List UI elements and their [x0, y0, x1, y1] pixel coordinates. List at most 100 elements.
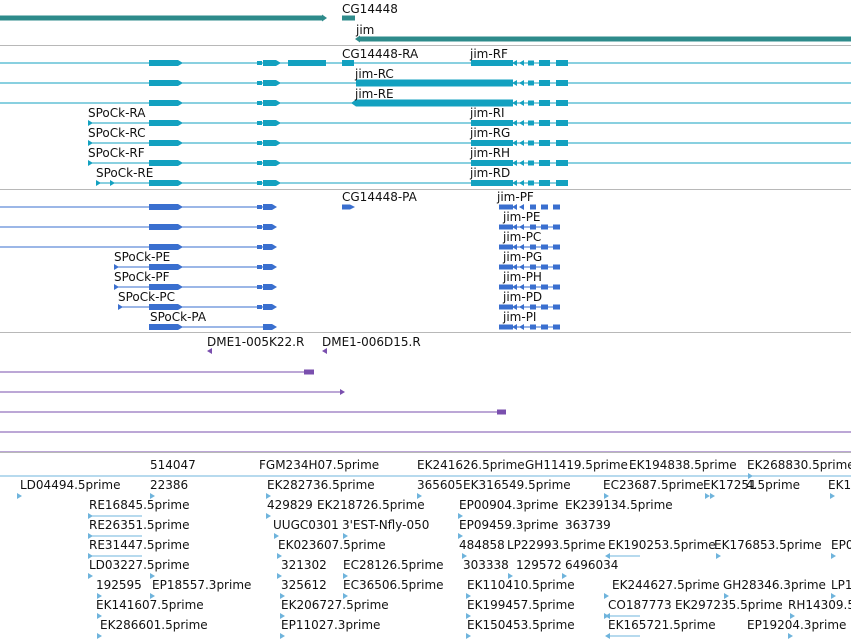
transcript-label[interactable]: jim-RC [355, 67, 394, 81]
est-label[interactable]: EK194838.5prime [629, 458, 737, 472]
est-label[interactable]: RE31447.5prime [89, 538, 190, 552]
protein-label[interactable]: jim-PD [503, 290, 543, 304]
probe-label[interactable]: DME1-006D15.R [322, 335, 421, 349]
est-label[interactable]: GH11419.5prime [525, 458, 628, 472]
strand-arrow [178, 304, 183, 310]
strand-arrow [272, 244, 277, 250]
est-label[interactable]: RE16845.5prime [89, 498, 190, 512]
est-label[interactable]: GH28346.3prime [723, 578, 826, 592]
strand-arrow [178, 264, 183, 270]
est-label[interactable]: EP09459.3prime [459, 518, 559, 532]
est-label[interactable]: RE26351.5prime [89, 518, 190, 532]
transcript-label[interactable]: jim-RG [470, 126, 511, 140]
est-label[interactable]: EK239134.5prime [565, 498, 673, 512]
est-label[interactable]: 129572 [516, 558, 562, 572]
est-label[interactable]: EK176853.5prime [714, 538, 822, 552]
protein-label[interactable]: jim-PI [503, 310, 537, 324]
transcript-label[interactable]: SPoCk-RA [88, 106, 146, 120]
est-label[interactable]: EP19204.3prime [747, 618, 847, 632]
transcript-label[interactable]: SPoCk-RE [96, 166, 154, 180]
protein-label[interactable]: jim-PE [503, 210, 541, 224]
est-label[interactable]: 303338 [463, 558, 509, 572]
est-label[interactable]: 192595 [96, 578, 142, 592]
est-label[interactable]: EK023607.5prime [278, 538, 386, 552]
est-label[interactable]: EC36506.5prime [343, 578, 444, 592]
gene-label-jim[interactable]: jim [356, 23, 375, 37]
est-label[interactable]: EK244627.5prime [612, 578, 720, 592]
est-label[interactable]: 429829 [267, 498, 313, 512]
est-label[interactable]: 484858 [459, 538, 505, 552]
transcript-label[interactable]: jim-RD [470, 166, 511, 180]
exon-block [553, 304, 560, 310]
est-label[interactable]: EK286601.5prime [100, 618, 208, 632]
est-label[interactable]: EC23687.5prime [603, 478, 704, 492]
gene-label-cg14448[interactable]: CG14448 [342, 2, 398, 16]
est-label[interactable]: EK241626.5prime [417, 458, 525, 472]
protein-label[interactable]: CG14448-PA [342, 190, 417, 204]
est-label[interactable]: 22386 [150, 478, 189, 492]
transcript-label[interactable]: jim-RH [470, 146, 511, 160]
probe-arrow [340, 389, 345, 395]
strand-arrow [276, 120, 281, 126]
exon-block [257, 81, 262, 85]
strand-arrow [272, 264, 277, 270]
exon-block [149, 224, 178, 230]
est-label[interactable]: EK150453.5prime [467, 618, 575, 632]
est-label[interactable]: EK199457.5prime [467, 598, 575, 612]
est-label[interactable]: RH14309.5 [788, 598, 851, 612]
transcript-label[interactable]: CG14448-RA [342, 47, 419, 61]
est-label[interactable]: LP22993.5prime [507, 538, 606, 552]
protein-label[interactable]: SPoCk-PF [114, 270, 170, 284]
est-label[interactable]: EC28126.5prime [343, 558, 444, 572]
protein-label[interactable]: jim-PH [503, 270, 542, 284]
probe-arrow [207, 348, 212, 354]
est-label[interactable]: 3'EST-Nfly-050 [342, 518, 430, 532]
est-label[interactable]: EP0 [831, 538, 851, 552]
est-label[interactable]: EP00904.3prime [459, 498, 559, 512]
transcript-label[interactable]: jim-RI [470, 106, 505, 120]
transcript-label[interactable]: jim-RE [355, 87, 394, 101]
protein-label[interactable]: SPoCk-PE [114, 250, 171, 264]
est-label[interactable]: LD04494.5prime [20, 478, 121, 492]
strand-arrow [88, 140, 93, 146]
est-label[interactable]: CO187773 [608, 598, 672, 612]
est-label[interactable]: 6496034 [565, 558, 619, 572]
est-arrow [604, 613, 609, 619]
est-label[interactable]: EK165721.5prime [608, 618, 716, 632]
protein-label[interactable]: SPoCk-PA [150, 310, 207, 324]
est-label[interactable]: 325612 [281, 578, 327, 592]
est-label[interactable]: EK190253.5prime [608, 538, 716, 552]
est-label[interactable]: EP18557.3prime [152, 578, 252, 592]
transcript-label[interactable]: SPoCk-RF [88, 146, 145, 160]
est-label[interactable]: LP1 [831, 578, 851, 592]
probe-label[interactable]: DME1-005K22.R [207, 335, 305, 349]
probe-block [304, 369, 314, 375]
est-label[interactable]: 321302 [281, 558, 327, 572]
est-label[interactable]: EK141607.5prime [96, 598, 204, 612]
est-label[interactable]: LD03227.5prime [89, 558, 190, 572]
est-label[interactable]: 514047 [150, 458, 196, 472]
transcript-label[interactable]: SPoCk-RC [88, 126, 146, 140]
protein-label[interactable]: jim-PF [497, 190, 534, 204]
est-label[interactable]: UUGC0301 [273, 518, 339, 532]
transcript-label[interactable]: jim-RF [470, 47, 508, 61]
protein-label[interactable]: jim-PG [503, 250, 543, 264]
est-label[interactable]: EK1 [828, 478, 851, 492]
est-label[interactable]: 4.5prime [746, 478, 801, 492]
est-label[interactable]: EK218726.5prime [317, 498, 425, 512]
est-label[interactable]: EK268830.5prime [747, 458, 851, 472]
protein-label[interactable]: SPoCk-PC [118, 290, 176, 304]
exon-block [530, 204, 536, 210]
protein-label[interactable]: jim-PC [503, 230, 542, 244]
est-label[interactable]: EK206727.5prime [281, 598, 389, 612]
est-label[interactable]: EK297235.5prime [675, 598, 783, 612]
est-label[interactable]: EK316549.5prime [463, 478, 571, 492]
est-label[interactable]: EK282736.5prime [267, 478, 375, 492]
est-label[interactable]: 363739 [565, 518, 611, 532]
est-label[interactable]: EK110410.5prime [467, 578, 575, 592]
est-label[interactable]: EK17251 [703, 478, 757, 492]
est-label[interactable]: 365605 [417, 478, 463, 492]
est-label[interactable]: FGM234H07.5prime [259, 458, 380, 472]
strand-arrow [519, 60, 524, 66]
est-label[interactable]: EP11027.3prime [281, 618, 381, 632]
